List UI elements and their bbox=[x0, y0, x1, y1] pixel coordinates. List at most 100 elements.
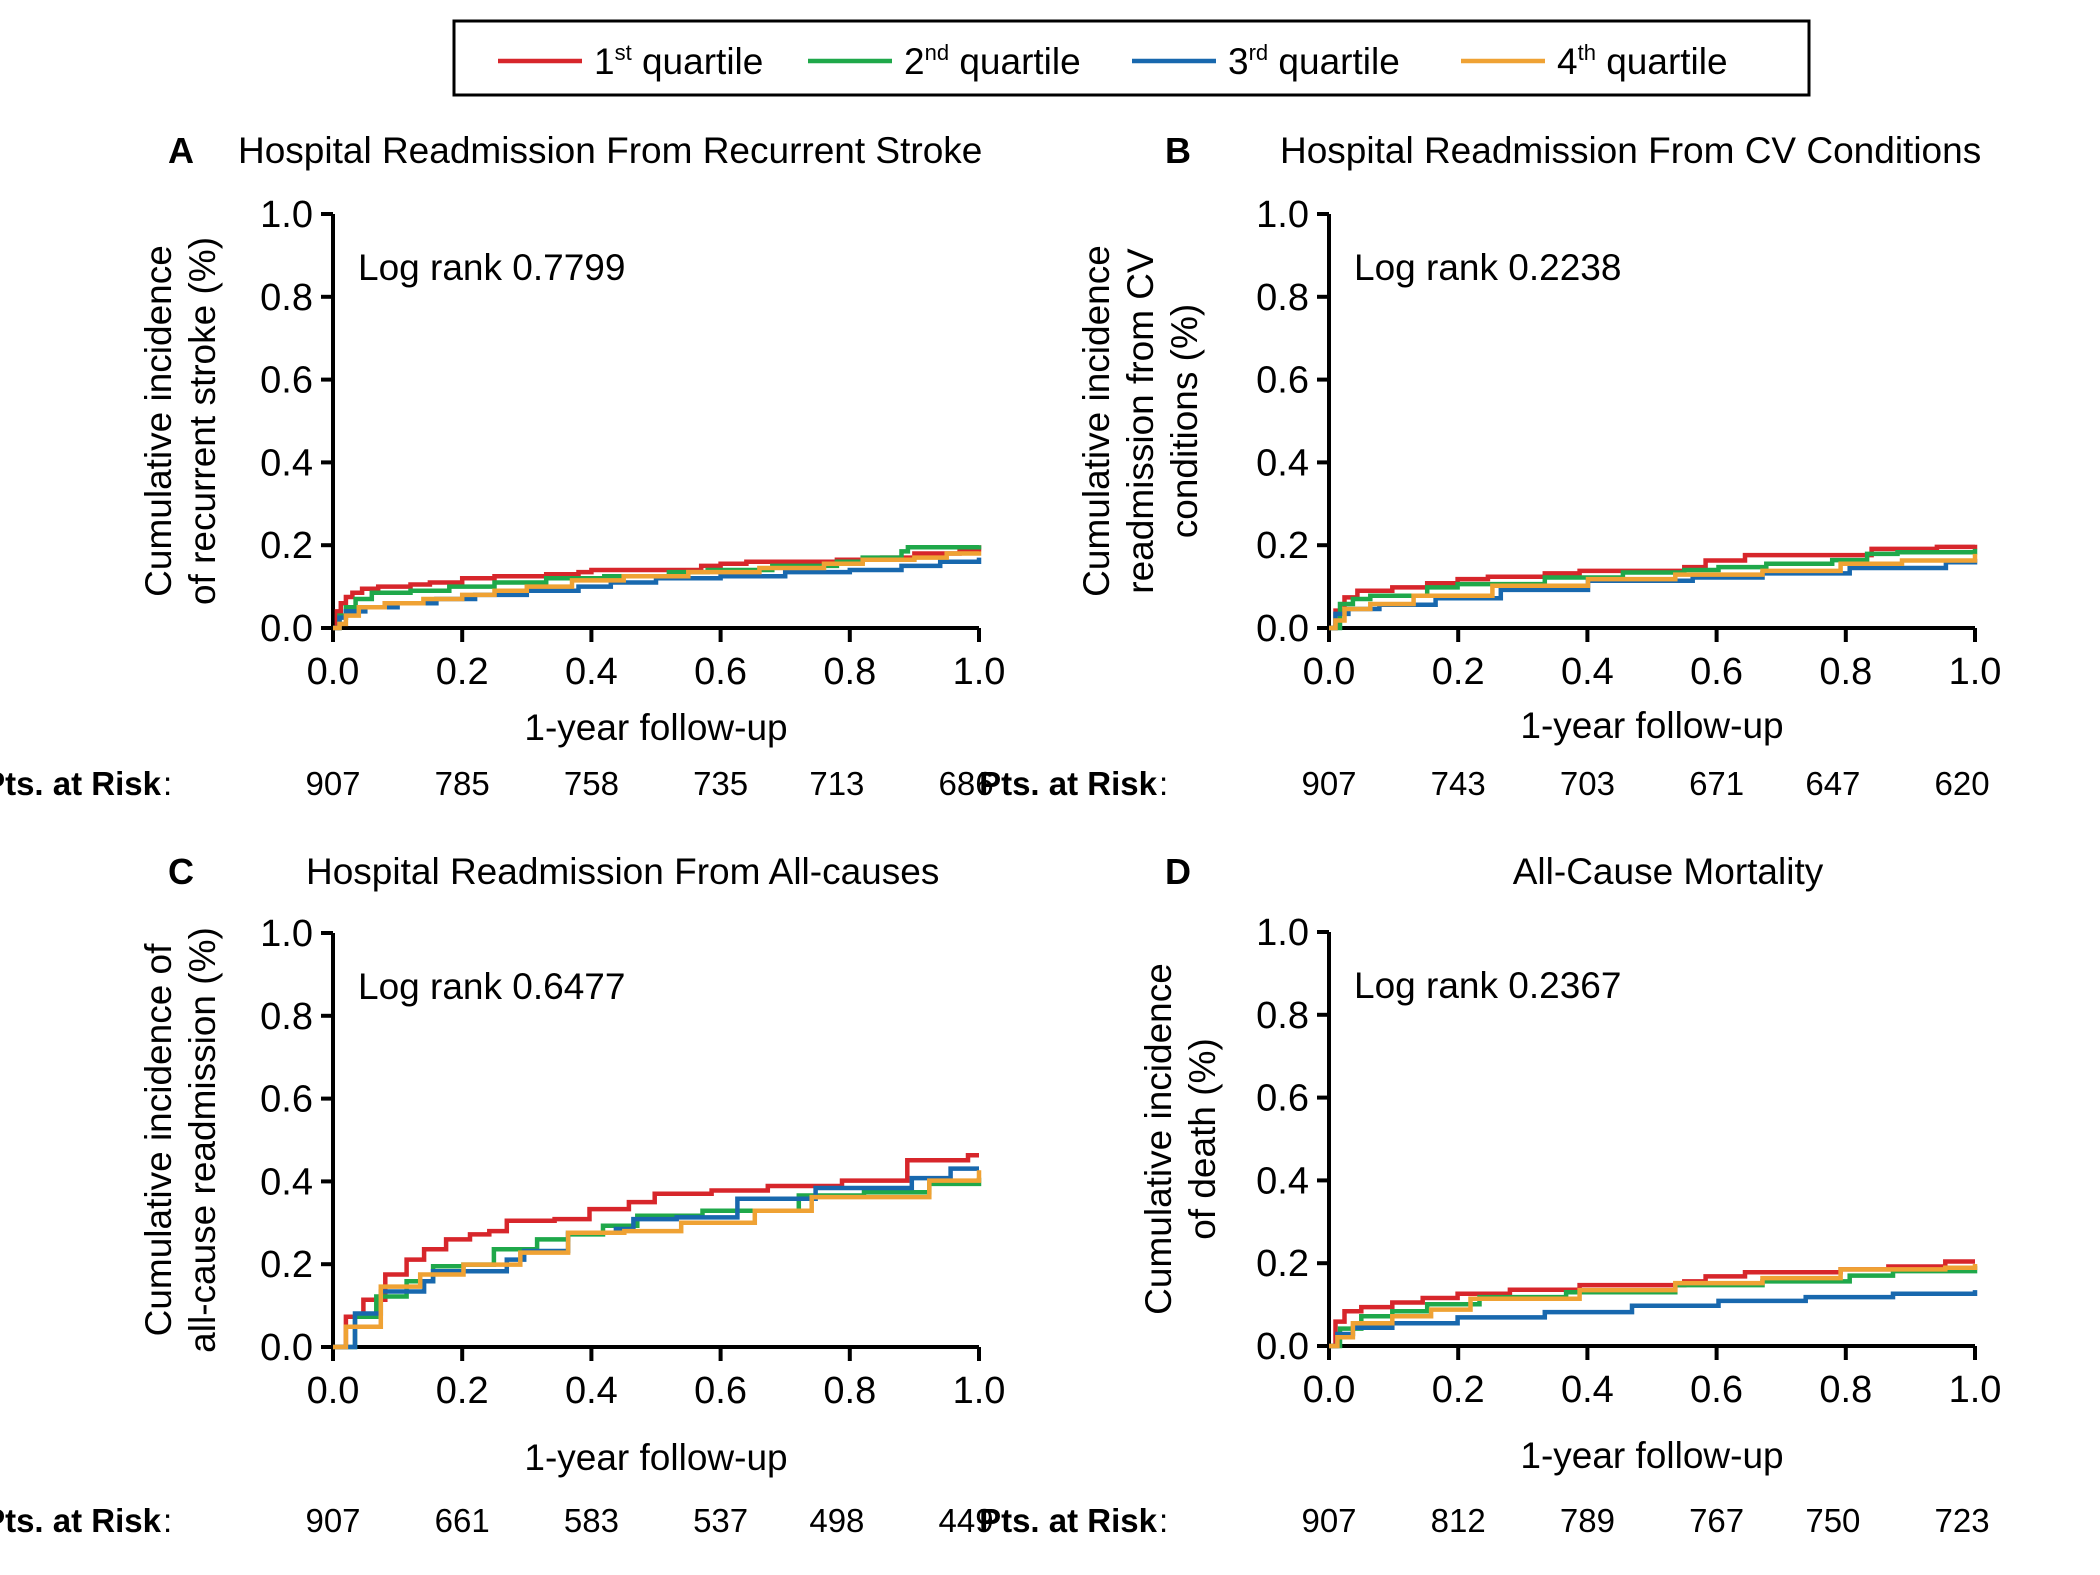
legend-item: 4th quartile bbox=[1461, 40, 1728, 82]
panel-b: B Hospital Readmission From CV Conditions… bbox=[979, 130, 2001, 802]
x-tick-label: 0.8 bbox=[1819, 1369, 1872, 1411]
y-axis-title: Cumulative incidence of death (%) bbox=[1138, 963, 1223, 1315]
legend-number: 1 bbox=[594, 41, 615, 82]
y-axis-title-line: readmission from CV bbox=[1120, 248, 1161, 594]
curve-quartile-4 bbox=[1329, 1264, 1978, 1349]
risk-value: 789 bbox=[1560, 1502, 1615, 1539]
x-tick-label: 0.2 bbox=[436, 651, 489, 693]
x-tick-label: 0.4 bbox=[1561, 1369, 1614, 1411]
x-axis-title: 1-year follow-up bbox=[1520, 1435, 1783, 1476]
curve-quartile-4 bbox=[333, 551, 982, 631]
x-tick-label: 0.6 bbox=[694, 651, 747, 693]
y-axis-title-line: Cumulative incidence bbox=[1076, 245, 1117, 597]
x-tick-label: 1.0 bbox=[953, 651, 1006, 693]
x-tick-label: 1.0 bbox=[953, 1370, 1006, 1412]
risk-table: Pts. at Risk: 907 743 703 671 647 620 bbox=[979, 765, 1990, 802]
curve-quartile-3 bbox=[333, 557, 982, 631]
risk-value: 735 bbox=[693, 765, 748, 802]
legend-number: 3 bbox=[1228, 41, 1249, 82]
x-tick-label: 0.0 bbox=[1303, 651, 1356, 693]
risk-value: 743 bbox=[1431, 765, 1486, 802]
y-tick-label: 0.4 bbox=[1256, 1160, 1309, 1202]
risk-table-colon: : bbox=[1159, 765, 1168, 802]
risk-value: 907 bbox=[305, 1502, 360, 1539]
legend: 1st quartile 2nd quartile 3rd quartile 4th … bbox=[452, 19, 1811, 97]
y-tick-label: 0.6 bbox=[1256, 1078, 1309, 1120]
x-tick-label: 0.4 bbox=[565, 1370, 618, 1412]
risk-table-label: Pts. at Risk bbox=[979, 765, 1158, 802]
y-tick-label: 0.8 bbox=[1256, 995, 1309, 1037]
y-axis-title: Cumulative incidence of all-cause readmis… bbox=[138, 927, 223, 1353]
risk-table: Pts. at Risk: 907 812 789 767 750 723 bbox=[979, 1502, 1990, 1539]
panel-letter: B bbox=[1165, 130, 1191, 171]
legend-label: 4th quartile bbox=[1557, 40, 1728, 82]
legend-item: 2nd quartile bbox=[808, 40, 1081, 82]
x-tick-label: 0.2 bbox=[1432, 651, 1485, 693]
y-tick-label: 1.0 bbox=[260, 913, 313, 955]
risk-value: 750 bbox=[1805, 1502, 1860, 1539]
risk-value: 767 bbox=[1689, 1502, 1744, 1539]
legend-label: 2nd quartile bbox=[904, 40, 1081, 82]
y-tick-label: 0.4 bbox=[260, 442, 313, 484]
panel-title: Hospital Readmission From Recurrent Stro… bbox=[238, 130, 982, 171]
y-axis-title-line: all-cause readmission (%) bbox=[182, 927, 223, 1353]
x-axis-title: 1-year follow-up bbox=[524, 707, 787, 748]
y-tick-label: 0.2 bbox=[260, 525, 313, 567]
risk-value: 537 bbox=[693, 1502, 748, 1539]
log-rank-annotation: Log rank 0.7799 bbox=[358, 247, 625, 288]
risk-table-colon: : bbox=[163, 765, 172, 802]
y-tick-label: 1.0 bbox=[1256, 912, 1309, 954]
x-tick-label: 0.8 bbox=[823, 651, 876, 693]
curves bbox=[1329, 544, 1978, 631]
x-tick-label: 0.2 bbox=[436, 1370, 489, 1412]
risk-value: 671 bbox=[1689, 765, 1744, 802]
risk-value: 758 bbox=[564, 765, 619, 802]
curve-quartile-4 bbox=[1329, 553, 1978, 631]
x-tick-label: 0.0 bbox=[1303, 1369, 1356, 1411]
y-tick-label: 0.0 bbox=[1256, 608, 1309, 650]
panel-a: A Hospital Readmission From Recurrent Str… bbox=[0, 130, 1005, 802]
x-tick-label: 1.0 bbox=[1949, 651, 2002, 693]
y-tick-label: 0.6 bbox=[260, 1079, 313, 1121]
risk-value: 907 bbox=[305, 765, 360, 802]
x-axis-title: 1-year follow-up bbox=[1520, 705, 1783, 746]
risk-value: 907 bbox=[1301, 765, 1356, 802]
y-tick-label: 0.4 bbox=[1256, 442, 1309, 484]
x-axis-title: 1-year follow-up bbox=[524, 1437, 787, 1478]
risk-table-colon: : bbox=[163, 1502, 172, 1539]
legend-number: 4 bbox=[1557, 41, 1578, 82]
risk-table-label: Pts. at Risk bbox=[979, 1502, 1158, 1539]
risk-value: 713 bbox=[809, 765, 864, 802]
legend-box bbox=[452, 19, 1811, 97]
y-tick-label: 0.6 bbox=[1256, 360, 1309, 402]
risk-value: 661 bbox=[435, 1502, 490, 1539]
curves bbox=[333, 1153, 982, 1350]
risk-value: 583 bbox=[564, 1502, 619, 1539]
risk-value: 620 bbox=[1935, 765, 1990, 802]
y-tick-label: 0.8 bbox=[1256, 277, 1309, 319]
y-axis-title-line: Cumulative incidence of bbox=[138, 943, 179, 1337]
legend-text: quartile bbox=[632, 41, 764, 82]
legend-superscript: th bbox=[1578, 40, 1596, 65]
x-tick-label: 0.8 bbox=[1819, 651, 1872, 693]
x-tick-label: 0.6 bbox=[694, 1370, 747, 1412]
legend-item: 1st quartile bbox=[498, 40, 763, 82]
legend-superscript: st bbox=[615, 40, 632, 65]
risk-value: 498 bbox=[809, 1502, 864, 1539]
x-tick-label: 0.6 bbox=[1690, 651, 1743, 693]
y-axis-title-line: Cumulative incidence bbox=[1138, 963, 1179, 1315]
y-tick-label: 0.0 bbox=[1256, 1326, 1309, 1368]
risk-value: 812 bbox=[1431, 1502, 1486, 1539]
y-tick-label: 0.2 bbox=[260, 1244, 313, 1286]
y-axis-title-line: of recurrent stroke (%) bbox=[182, 237, 223, 605]
y-tick-label: 0.8 bbox=[260, 277, 313, 319]
x-tick-label: 0.2 bbox=[1432, 1369, 1485, 1411]
curve-quartile-2 bbox=[1329, 548, 1978, 631]
log-rank-annotation: Log rank 0.6477 bbox=[358, 966, 625, 1007]
x-tick-label: 0.0 bbox=[307, 651, 360, 693]
panel-letter: D bbox=[1165, 851, 1191, 892]
y-axis-title-line: Cumulative incidence bbox=[138, 245, 179, 597]
risk-value: 785 bbox=[435, 765, 490, 802]
y-tick-label: 0.0 bbox=[260, 608, 313, 650]
panel-letter: A bbox=[168, 130, 194, 171]
